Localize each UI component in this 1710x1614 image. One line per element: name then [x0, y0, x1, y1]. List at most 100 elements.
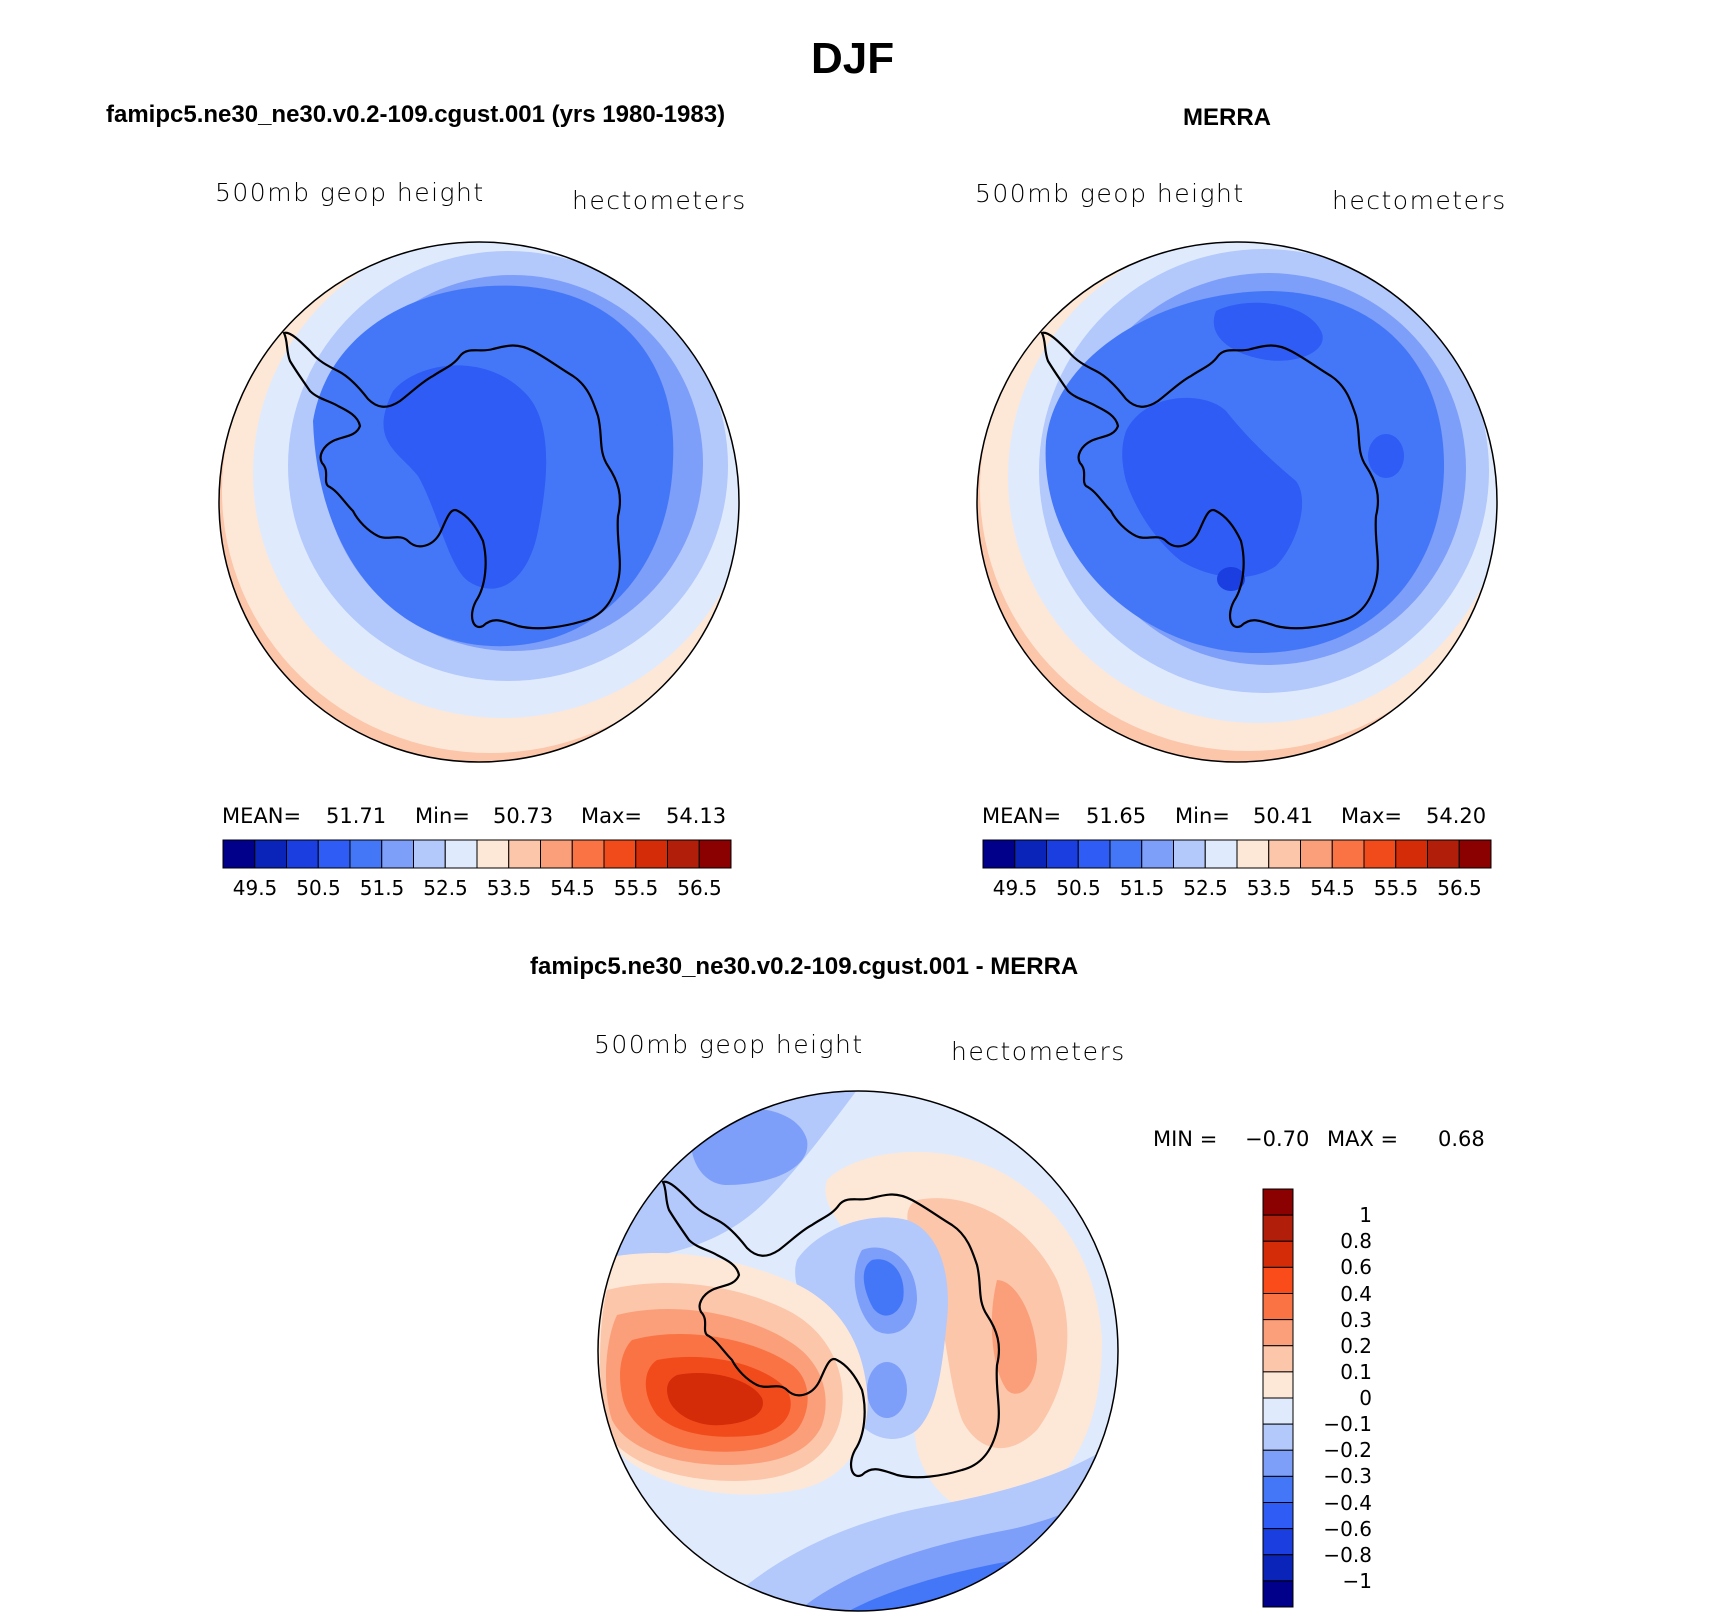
colorbar-swatch [1262, 1554, 1294, 1582]
panel-3-max-label: MAX = [1327, 1127, 1399, 1151]
colorbar-swatch [1262, 1319, 1294, 1347]
panel-1-units-label: hectometers [572, 186, 747, 215]
colorbar-swatch [1262, 1423, 1294, 1451]
colorbar-swatch [1262, 1580, 1294, 1608]
colorbar-swatch [1236, 839, 1270, 869]
colorbar-tick-label: 52.5 [1183, 876, 1228, 900]
colorbar-swatch [444, 839, 478, 869]
colorbar-swatch [1173, 839, 1206, 869]
colorbar-tick-label: −0.1 [1323, 1412, 1372, 1437]
colorbar-swatch [1262, 1371, 1294, 1399]
colorbar-swatch [1262, 1502, 1294, 1530]
contour-50 [1217, 567, 1245, 591]
panel-3-min-label: MIN = [1153, 1127, 1218, 1151]
colorbar-tick-label: −0.4 [1323, 1490, 1372, 1515]
colorbar-tick-label: 55.5 [1373, 876, 1419, 900]
contour-neg-south [867, 1362, 907, 1418]
colorbar-swatch [222, 839, 256, 869]
colorbar-tick-label: −0.3 [1323, 1464, 1372, 1489]
panel-2-map [976, 241, 1498, 763]
colorbar-swatch [349, 839, 383, 869]
colorbar-swatch [1427, 839, 1460, 869]
panel-2-max-label: Max= [1341, 804, 1403, 828]
colorbar-tick-label: 52.5 [423, 876, 468, 900]
colorbar-swatch [1262, 1449, 1294, 1477]
panel-2-colorbar [982, 839, 1492, 869]
contour-50.5 [383, 365, 547, 589]
colorbar-tick-label: −0.2 [1323, 1438, 1372, 1463]
colorbar-swatch [1262, 1528, 1294, 1556]
colorbar-swatch [1046, 839, 1079, 869]
colorbar-swatch [571, 839, 605, 869]
antarctica-coastline [661, 1180, 1001, 1479]
colorbar-swatch [1363, 839, 1397, 869]
colorbar-swatch [1109, 839, 1143, 869]
colorbar-swatch [381, 839, 414, 869]
colorbar-swatch [1262, 1475, 1294, 1503]
panel-2-mean-value: 51.65 [1086, 804, 1147, 828]
contour-50.5-central [1122, 397, 1303, 578]
contour-50.5-east [1368, 434, 1404, 478]
colorbar-tick-label: 0.2 [1340, 1333, 1372, 1358]
panel-3-colorbar [1262, 1188, 1294, 1608]
contour-50.5-north [1213, 302, 1323, 361]
colorbar-tick-label: −1 [1342, 1568, 1372, 1593]
panel-3-field-label: 500mb geop height [594, 1030, 864, 1059]
colorbar-swatch [1331, 839, 1365, 869]
colorbar-tick-label: 1 [1359, 1203, 1372, 1228]
colorbar-swatch [540, 839, 573, 869]
antarctica-coastline [1040, 331, 1380, 630]
colorbar-tick-label: 56.5 [1437, 876, 1482, 900]
colorbar-tick-label: 51.5 [1119, 876, 1165, 900]
panel-1-mean-value: 51.71 [326, 804, 387, 828]
colorbar-tick-label: 53.5 [486, 876, 532, 900]
colorbar-swatch [1141, 839, 1174, 869]
contour-pos-west-6 [667, 1372, 763, 1426]
colorbar-tick-label: 0.1 [1340, 1359, 1372, 1384]
colorbar-tick-label: 51.5 [359, 876, 405, 900]
colorbar-swatch [1204, 839, 1238, 869]
colorbar-swatch [1268, 839, 1301, 869]
colorbar-tick-label: 55.5 [613, 876, 659, 900]
colorbar-tick-label: −0.8 [1323, 1542, 1372, 1567]
colorbar-tick-label: 0.6 [1340, 1255, 1372, 1280]
colorbar-swatch [1262, 1266, 1294, 1294]
panel-2-field-label: 500mb geop height [975, 179, 1245, 208]
colorbar-swatch [1262, 1345, 1294, 1373]
panel-3-colorbar-ticks: 1 0.8 0.6 0.4 0.3 0.2 0.1 0 −0.1 −0.2 −0.3 −0.4 −0.6… [1300, 1189, 1420, 1607]
panel-2-mean-label: MEAN= [982, 804, 1062, 828]
colorbar-tick-label: 53.5 [1246, 876, 1292, 900]
colorbar-swatch [982, 839, 1016, 869]
colorbar-tick-label: −0.6 [1323, 1516, 1372, 1541]
antarctica-coastline [282, 331, 622, 630]
panel-2-min-value: 50.41 [1253, 804, 1314, 828]
panel-2-max-value: 54.20 [1426, 804, 1487, 828]
panel-2-title: MERRA [1183, 104, 1271, 131]
colorbar-swatch [1262, 1397, 1294, 1425]
colorbar-tick-label: 49.5 [232, 876, 278, 900]
colorbar-swatch [1300, 839, 1333, 869]
colorbar-swatch [635, 839, 668, 869]
map-boundary [597, 1090, 1119, 1612]
panel-1-colorbar [222, 839, 732, 869]
colorbar-tick-label: 0.8 [1340, 1229, 1372, 1254]
colorbar-swatch [1077, 839, 1111, 869]
panel-3-min-value: −0.70 [1245, 1127, 1310, 1151]
colorbar-swatch [1262, 1293, 1294, 1321]
panel-1-max-value: 54.13 [666, 804, 727, 828]
colorbar-tick-label: 49.5 [992, 876, 1038, 900]
colorbar-swatch [603, 839, 637, 869]
panel-1-field-label: 500mb geop height [215, 178, 485, 207]
figure-title: DJF [811, 34, 895, 83]
panel-2-min-label: Min= [1175, 804, 1230, 828]
colorbar-swatch [476, 839, 510, 869]
colorbar-swatch [1262, 1214, 1294, 1242]
panel-1-min-value: 50.73 [493, 804, 554, 828]
colorbar-swatch [254, 839, 287, 869]
panel-3-map [597, 1090, 1119, 1612]
colorbar-tick-label: 56.5 [677, 876, 722, 900]
map-boundary [976, 241, 1498, 763]
colorbar-tick-label: 50.5 [1056, 876, 1101, 900]
colorbar-tick-label: 54.5 [1310, 876, 1355, 900]
colorbar-swatch [1458, 839, 1492, 869]
